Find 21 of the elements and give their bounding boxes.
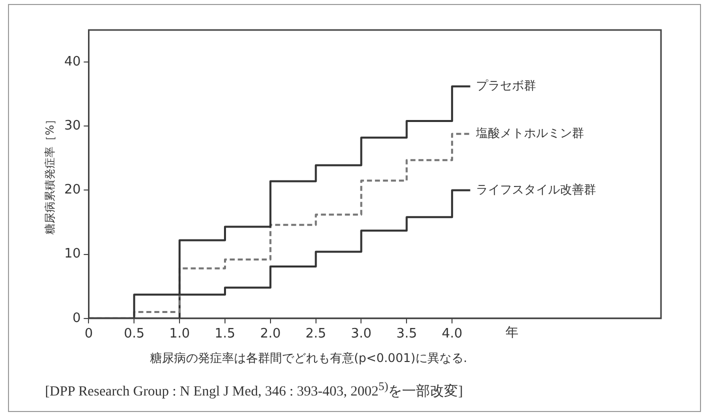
x-tick-label: 4.0 bbox=[442, 326, 462, 342]
x-tick-label: 1.0 bbox=[169, 326, 190, 342]
y-tick-label: 40 bbox=[64, 54, 81, 70]
series-label: プラセボ群 bbox=[476, 78, 536, 93]
x-tick-label: 0.5 bbox=[124, 326, 145, 342]
series-label: 塩酸メトホルミン群 bbox=[475, 126, 584, 140]
series-label: ライフスタイル改善群 bbox=[476, 182, 596, 196]
x-tick-label: 2.0 bbox=[260, 326, 281, 342]
y-tick-label: 10 bbox=[64, 246, 81, 262]
x-tick-label: 0 bbox=[84, 326, 93, 342]
x-tick-label: 1.5 bbox=[214, 326, 236, 342]
text: 糖尿病の発症率は各群間でどれも有意(p<0.001)に異なる. bbox=[150, 350, 468, 367]
x-tick-label: 2.5 bbox=[305, 326, 326, 342]
y-tick-label: 30 bbox=[64, 118, 81, 134]
x-tick-label: 3.0 bbox=[350, 326, 372, 342]
x-tick-label: 3.5 bbox=[396, 326, 418, 342]
y-tick-label: 20 bbox=[64, 182, 81, 198]
y-axis-title: 糖尿病累積発症率［%］ bbox=[43, 114, 56, 234]
x-axis-title: 年 bbox=[506, 325, 519, 340]
y-tick-label: 0 bbox=[72, 310, 81, 326]
text: [DPP Research Group : N Engl J Med, 346 : 393-403, 2002$^{5)}$を一部改変] bbox=[45, 380, 464, 401]
